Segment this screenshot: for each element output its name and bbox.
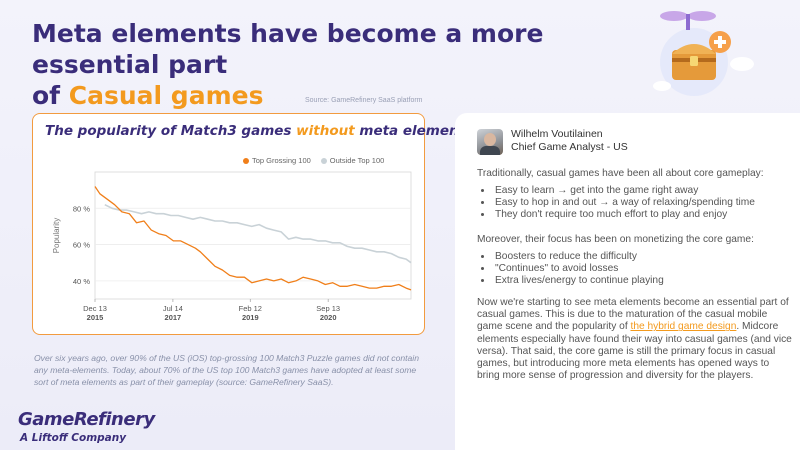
x-tick-label: Dec 13 [83,304,107,313]
title-accent: Casual games [68,81,264,110]
x-tick-year-label: 2017 [165,313,182,322]
series-line-outside-top [104,203,412,264]
monetization-list: Boosters to reduce the difficulty "Conti… [477,251,800,288]
chart-title-suffix: meta elements [354,123,474,139]
logo-subtitle: A Liftoff Company [20,432,127,444]
propeller-right-icon [688,11,716,21]
list-item: "Continues" to avoid losses [493,263,800,275]
y-tick-label: 60 % [73,241,90,250]
x-tick-label: Sep 13 [316,304,340,313]
author-name: Wilhelm Voutilainen [511,128,603,140]
treasure-chest-illustration [653,11,754,96]
source-note: Source: GameRefinery SaaS platform [305,97,423,104]
title-line-2-prefix: of [32,81,69,110]
x-tick-year-label: 2020 [320,313,337,322]
hybrid-game-design-link[interactable]: the hybrid game design [630,321,737,333]
chart-caption: Over six years ago, over 90% of the US (… [34,352,419,387]
legend-dot-icon [320,157,327,164]
propeller-left-icon [660,11,688,21]
x-tick-year-label: 2019 [242,313,259,322]
list-item: Easy to learn → get into the game right … [493,185,800,197]
legend-label-outside-top: Outside Top 100 [329,156,385,165]
article-intro: Traditionally, casual games have been al… [477,168,764,179]
page-title: Meta elements have become a more essenti… [32,18,632,111]
article-mid: Moreover, their focus has been on moneti… [477,234,754,245]
x-tick-label: Jul 14 [163,304,183,313]
paragraph-text-end: . Midcore elements especially have found… [477,321,792,382]
chart-legend: Top Grossing 100 Outside Top 100 [243,156,384,165]
legend-top-grossing: Top Grossing 100 [243,156,311,165]
chart-title: The popularity of Match3 games without m… [45,123,473,139]
chart-title-prefix: The popularity of Match3 games [45,123,297,139]
core-gameplay-list: Easy to learn → get into the game right … [477,185,800,222]
article-paragraph: Now we're starting to see meta elements … [477,297,792,382]
gamerefinery-logo: GameRefinery [18,409,155,430]
list-item: Extra lives/energy to continue playing [493,275,800,287]
paragraph-text-start: Now we're starting to see meta elements … [477,297,789,333]
x-tick-year-label: 2015 [87,313,104,322]
x-tick-label: Feb 12 [239,304,262,313]
y-tick-label: 40 % [73,277,90,286]
author-role: Chief Game Analyst - US [511,141,628,153]
plot-frame [94,171,412,300]
chart-card: The popularity of Match3 games without m… [32,113,473,335]
title-line-1: Meta elements have become a more essenti… [32,19,544,79]
series-line-top-grossing [94,186,412,291]
article-panel: Wilhelm Voutilainen Chief Game Analyst -… [455,113,800,450]
legend-outside-top: Outside Top 100 [320,156,385,165]
legend-label-top-grossing: Top Grossing 100 [252,156,311,165]
list-item: Easy to hop in and out → a way of relaxi… [493,197,800,209]
avatar [477,129,503,155]
list-item: They don't require too much effort to pl… [493,209,800,221]
chart-title-accent: without [296,123,355,139]
cloud-icon [730,57,754,71]
y-tick-label: 80 % [73,204,90,213]
y-axis-label: Popularity [52,218,61,254]
list-item: Boosters to reduce the difficulty [493,251,800,263]
legend-dot-icon [243,157,249,164]
